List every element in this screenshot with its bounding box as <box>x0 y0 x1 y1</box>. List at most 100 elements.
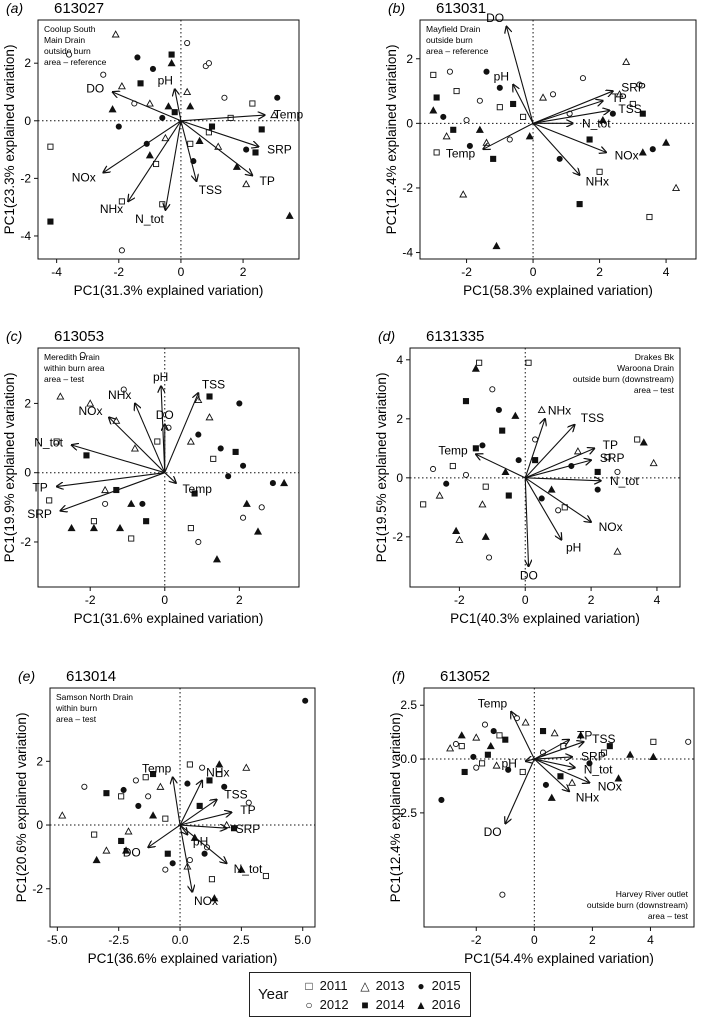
point-2016 <box>452 526 461 534</box>
vector-label-TSS: TSS <box>581 411 604 425</box>
y-tick-label: 2 <box>36 754 43 768</box>
point-2015 <box>302 697 309 704</box>
y-tick-label: 4 <box>396 353 403 367</box>
site-note-line: Mayfield Drain <box>426 24 481 34</box>
vector-label-TP: TP <box>260 174 275 188</box>
point-2013 <box>622 57 631 66</box>
point-2013 <box>455 535 464 543</box>
vector-arrow-Temp <box>173 777 181 826</box>
point-2014 <box>510 100 517 108</box>
point-2015 <box>515 457 522 464</box>
point-2011 <box>449 462 456 470</box>
vector-label-SRP: SRP <box>267 143 292 157</box>
plot-frame <box>37 347 300 588</box>
point-2012 <box>506 136 513 143</box>
y-tick-label: 0.0 <box>400 752 417 766</box>
point-2011 <box>53 438 60 445</box>
panel-613052: (f) 613052 -2 0 2 4 -2.5 0.0 2.5 PC1(54.4% explai… <box>388 668 695 966</box>
point-2014 <box>499 427 506 434</box>
point-2014 <box>252 149 259 156</box>
x-axis-label: PC1(58.3% explained variation) <box>463 283 653 298</box>
site-note-line: outside burn (downstream) <box>573 374 674 384</box>
point-2015 <box>483 68 490 75</box>
plot-frame <box>37 19 300 260</box>
point-2013 <box>539 93 548 101</box>
vector-arrow-SRP <box>60 472 165 511</box>
point-2014 <box>490 155 497 162</box>
point-2014 <box>594 468 601 475</box>
site-note-line: area – test <box>44 374 85 384</box>
plot-frame <box>49 687 316 928</box>
x-axis-label: PC1(31.6% explained variation) <box>74 611 264 626</box>
point-2015 <box>586 760 593 767</box>
y-tick-label: 0 <box>36 818 43 832</box>
point-2012 <box>79 351 86 358</box>
point-2011 <box>650 738 657 745</box>
site-note-line: within burn <box>55 703 97 713</box>
point-2015 <box>438 796 445 804</box>
y-tick-label: 2 <box>24 396 31 410</box>
point-2016 <box>639 438 648 446</box>
point-2013 <box>537 405 546 414</box>
vector-arrow-TSS <box>179 800 217 826</box>
point-2013 <box>86 399 95 407</box>
point-2014 <box>557 773 564 780</box>
point-2016 <box>212 555 221 563</box>
vector-label-DO: DO <box>484 825 502 839</box>
point-2013 <box>472 733 481 741</box>
point-2016 <box>285 211 294 219</box>
vector-arrow-Temp <box>511 712 535 760</box>
vector-arrow-SRP <box>180 825 227 828</box>
point-2013 <box>459 190 468 198</box>
point-2011 <box>596 168 603 175</box>
point-2016 <box>116 523 125 532</box>
panel-613053: (c) 613053 -2 0 2 -2 0 2 PC1(31.6% explained var… <box>2 328 300 626</box>
point-2015 <box>236 400 243 407</box>
panel-title: 613031 <box>436 0 486 17</box>
y-tick-label: -4 <box>20 229 31 243</box>
point-2011 <box>118 198 125 205</box>
year-legend: Year □ 2011 △ 2013 ● 2015 ○ 2012 ■ 2014 … <box>249 972 471 1017</box>
point-2014 <box>462 398 470 405</box>
point-2014 <box>150 770 157 778</box>
y-axis-label: PC1(20.6% explained variation) <box>14 713 29 903</box>
point-2012 <box>636 81 643 88</box>
x-tick-label: -2 <box>454 593 465 607</box>
site-note-line: within burn area <box>43 363 105 373</box>
point-2014 <box>539 728 547 735</box>
panel-letter: (e) <box>18 668 35 684</box>
x-tick-label: 0 <box>178 265 185 279</box>
point-2013 <box>130 444 139 452</box>
vector-arrow-TP <box>525 448 594 479</box>
vector-label-NHx: NHx <box>576 790 599 804</box>
point-2016 <box>67 523 76 532</box>
point-2016 <box>492 241 501 250</box>
vector-label-TSS: TSS <box>224 787 247 801</box>
panel-613031: (b) 613031 -2 0 2 4 -4 -2 0 2 PC1(58.3% explained … <box>384 0 697 298</box>
y-tick-label: 0 <box>396 471 403 485</box>
point-2014 <box>206 393 213 400</box>
vector-arrow-pH <box>513 85 534 124</box>
point-2013 <box>478 500 487 508</box>
point-2015 <box>556 155 563 162</box>
vector-arrow-SRP <box>534 757 572 759</box>
point-2014 <box>586 136 593 143</box>
point-2013 <box>435 491 444 499</box>
point-2016 <box>195 136 204 144</box>
point-2016 <box>122 846 131 854</box>
vector-label-SRP: SRP <box>621 81 646 95</box>
point-2011 <box>420 501 427 508</box>
y-axis-label: PC1(12.4% explained variation) <box>388 713 403 903</box>
vector-arrow-DO <box>506 26 534 124</box>
vector-arrow-SRP <box>532 91 613 124</box>
panel-title: 613052 <box>440 668 490 685</box>
point-2012 <box>462 471 470 478</box>
point-2013 <box>442 132 451 140</box>
vector-arrow-pH <box>161 386 166 473</box>
point-2011 <box>90 518 97 525</box>
point-2012 <box>195 538 202 546</box>
site-note-line: Meredith Drain <box>44 352 100 362</box>
x-tick-label: -2.5 <box>108 933 129 947</box>
vector-label-NOx: NOx <box>598 779 622 793</box>
